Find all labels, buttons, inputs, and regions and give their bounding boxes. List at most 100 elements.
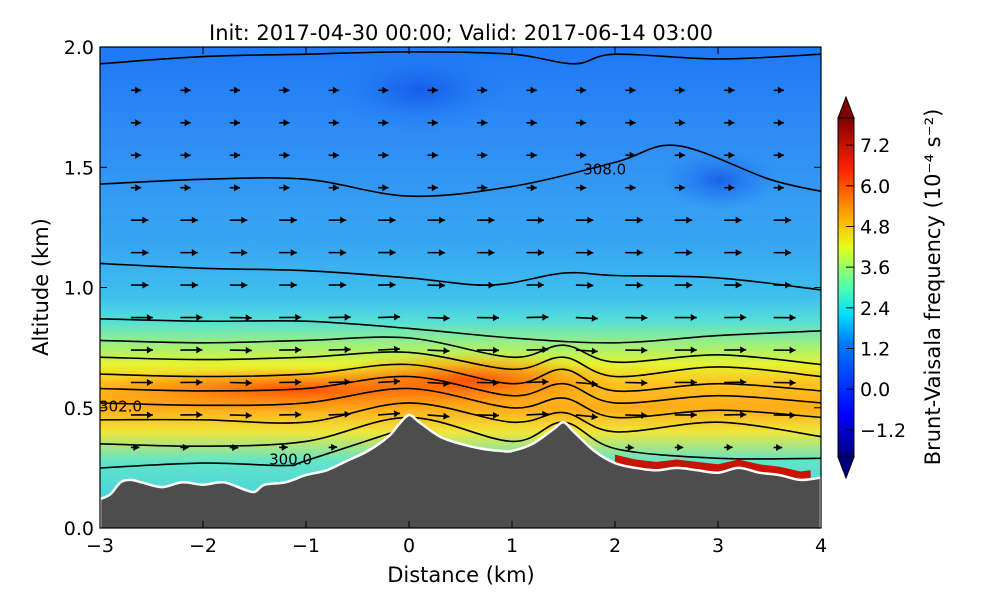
x-tick-label: −3 [86,535,114,557]
wind-arrow [575,413,598,421]
wind-arrow [378,410,401,418]
y-tick-label: 0.0 [64,518,94,540]
theta-contour [100,318,821,344]
colorbar-tick-label: 7.2 [860,135,890,157]
colorbar-tick-label: 6.0 [860,176,890,198]
colorbar-tick-label: −1.2 [860,420,906,442]
x-tick-label: −1 [292,535,320,557]
wind-arrow [427,380,450,387]
wind-arrow [674,216,693,224]
wind-arrow [674,411,697,419]
wind-arrow [130,346,153,354]
wind-arrow [674,119,686,127]
wind-arrow [625,346,648,354]
wind-arrow [575,281,594,289]
wind-arrow [625,314,648,322]
wind-arrow [180,411,203,419]
wind-arrow [229,444,239,452]
theta-contour [100,144,821,198]
wind-arrow [476,314,499,322]
wind-arrow [328,410,351,418]
colorbar: −1.2 0.0 1.2 2.4 3.6 4.8 6.0 7.2 Brunt-Vaisala … [837,95,945,480]
wind-vectors [130,86,796,452]
wind-arrow [476,216,495,224]
wind-arrow [773,379,796,387]
wind-arrow [279,346,302,354]
wind-arrow [229,346,252,354]
wind-arrow [575,184,587,192]
wind-arrow [378,216,396,224]
wind-arrow [279,281,297,289]
wind-arrow [229,314,252,322]
wind-arrow [773,119,784,127]
wind-arrow [575,347,598,355]
wind-arrow [674,151,686,159]
wind-arrow [279,411,302,419]
theta-contour [100,387,821,419]
stability-core-ridge [320,352,620,408]
wind-arrow [724,378,747,386]
wind-arrow [575,249,594,257]
wind-arrow [130,119,142,127]
wind-arrow [476,281,495,289]
wind-arrow [328,281,347,289]
wind-arrow [674,346,697,354]
wind-arrow [180,249,198,257]
wind-arrow [724,313,747,321]
wind-arrow [476,119,488,127]
wind-arrow [130,411,153,419]
wind-arrow [180,281,198,289]
contour-label: 300.0 [269,450,312,468]
wind-arrow [526,313,549,321]
wind-arrow [724,119,735,127]
y-tick-label: 2.0 [64,37,94,59]
wind-arrow [724,184,735,192]
wind-arrow [378,184,389,192]
wind-arrow [724,249,742,257]
colorbar-tick-label: 3.6 [860,257,890,279]
wind-arrow [328,216,347,224]
wind-arrow [180,184,191,192]
wind-arrow [378,281,396,289]
wind-arrow [773,216,792,224]
wind-arrow [279,151,290,159]
wind-arrow [180,313,203,321]
wind-arrow [625,249,643,257]
wind-arrow [279,249,297,257]
wind-arrow [229,86,241,94]
wind-arrow [526,151,537,159]
wind-arrow [724,151,735,159]
wind-arrow [575,314,598,322]
contour-label: 302.0 [99,398,142,416]
wind-arrow [427,281,446,289]
theta-contour [100,426,410,469]
chart-title: Init: 2017-04-30 00:00; Valid: 2017-06-1… [209,21,713,45]
contour-label: 308.0 [583,161,626,179]
wind-arrow [773,184,784,192]
wind-arrow [625,151,636,159]
wind-arrow [229,216,248,224]
wind-arrow [575,86,587,94]
wind-arrow [476,379,499,387]
wind-arrow [130,86,142,94]
y-tick-label: 1.5 [64,157,94,179]
wind-arrow [328,184,339,192]
wind-arrow [378,249,396,257]
x-tick-label: −2 [189,535,217,557]
wind-arrow [724,86,735,94]
wind-arrow [180,443,189,451]
wind-arrow [180,216,198,224]
wind-arrow [526,86,537,94]
wind-arrow [328,313,351,321]
wind-arrow [674,184,686,192]
wind-arrow [180,86,191,94]
wind-arrow [674,281,693,289]
theta-contour [100,351,821,378]
wind-arrow [526,346,549,354]
wind-arrow [773,249,792,257]
wind-arrow [328,119,339,127]
theta-contour [100,402,821,438]
wind-arrow [229,184,241,192]
wind-arrow [526,410,549,418]
